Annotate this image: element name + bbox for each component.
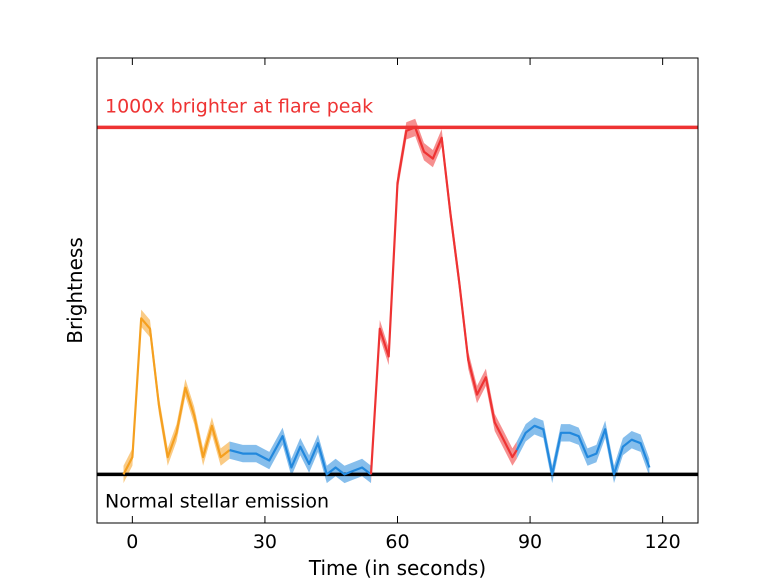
series-0-line [122,317,231,475]
series-lines [122,126,651,476]
series-1-line [229,435,372,476]
series-1-band [229,427,371,484]
y-axis-label: Brightness [63,237,87,344]
x-tick-label: 90 [518,531,542,553]
x-tick-label: 0 [126,531,138,553]
uncertainty-bands [123,118,650,484]
x-tick-label: 30 [253,531,277,553]
x-axis-ticks: 0 30 60 90 120 [126,58,681,553]
series-2-line [369,126,518,475]
peak-annotation: 1000x brighter at flare peak [105,95,373,117]
x-tick-label: 60 [385,531,409,553]
series-2-band [371,118,517,484]
baseline-annotation: Normal stellar emission [105,490,329,512]
x-axis-label: Time (in seconds) [308,556,486,580]
reference-lines [97,125,698,477]
series-3-line [515,424,651,476]
x-tick-label: 120 [645,531,681,553]
